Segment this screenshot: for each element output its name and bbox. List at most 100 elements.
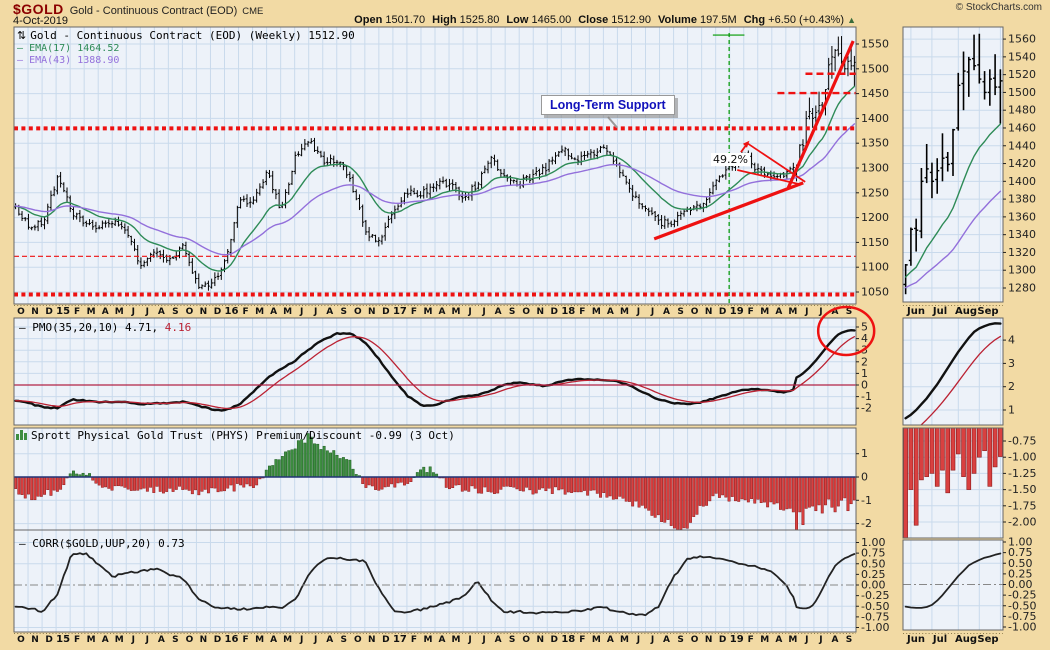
line-swatch-icon: —	[19, 321, 26, 334]
svg-text:S: S	[846, 635, 852, 645]
svg-text:1250: 1250	[861, 186, 889, 199]
svg-text:-2: -2	[861, 517, 872, 530]
svg-text:-1.00: -1.00	[1008, 621, 1036, 634]
svg-text:Aug: Aug	[955, 306, 977, 317]
svg-text:N: N	[368, 307, 376, 317]
svg-text:J: J	[650, 307, 654, 317]
svg-text:O: O	[691, 307, 699, 317]
svg-text:M: M	[592, 635, 601, 645]
pmo-signal-value: 4.16	[164, 321, 192, 334]
corr-legend: — CORR($GOLD,UUP,20) 0.73	[19, 537, 185, 550]
svg-text:A: A	[607, 307, 614, 317]
svg-text:4: 4	[1008, 334, 1015, 347]
svg-text:1420: 1420	[1008, 157, 1036, 170]
svg-text:S: S	[509, 635, 515, 645]
svg-text:O: O	[522, 635, 530, 645]
svg-text:J: J	[299, 635, 303, 645]
svg-text:J: J	[145, 635, 149, 645]
svg-text:J: J	[313, 307, 317, 317]
low-pair: Low 1465.00	[506, 14, 571, 26]
svg-text:J: J	[650, 635, 654, 645]
volume-label: Volume	[658, 14, 697, 26]
svg-text:1: 1	[1008, 404, 1015, 417]
svg-text:Aug: Aug	[955, 634, 977, 645]
svg-text:S: S	[341, 635, 347, 645]
svg-text:M: M	[115, 635, 124, 645]
svg-text:J: J	[636, 307, 640, 317]
svg-text:O: O	[186, 307, 194, 317]
svg-text:F: F	[242, 635, 248, 645]
svg-text:J: J	[481, 635, 485, 645]
svg-text:1550: 1550	[861, 38, 889, 51]
svg-text:19: 19	[730, 306, 744, 317]
svg-text:N: N	[200, 307, 208, 317]
svg-text:1320: 1320	[1008, 246, 1036, 259]
svg-text:3: 3	[1008, 357, 1015, 370]
svg-text:0.50: 0.50	[1008, 557, 1033, 570]
line-swatch-icon: —	[19, 537, 26, 550]
svg-text:1350: 1350	[861, 137, 889, 150]
svg-text:J: J	[481, 307, 485, 317]
svg-text:J: J	[131, 307, 135, 317]
quote-summary: Open 1501.70 High 1525.80 Low 1465.00 Cl…	[354, 14, 856, 26]
svg-text:D: D	[382, 635, 389, 645]
svg-text:N: N	[705, 635, 713, 645]
svg-text:15: 15	[56, 306, 70, 317]
svg-text:F: F	[579, 635, 585, 645]
phys-legend: Sprott Physical Gold Trust (PHYS) Premiu…	[16, 429, 455, 443]
svg-text:M: M	[760, 635, 769, 645]
svg-text:F: F	[74, 307, 80, 317]
svg-text:A: A	[270, 635, 277, 645]
svg-text:M: M	[760, 307, 769, 317]
svg-text:D: D	[719, 307, 726, 317]
svg-text:O: O	[691, 635, 699, 645]
close-label: Close	[578, 14, 609, 26]
svg-text:1200: 1200	[861, 211, 889, 224]
svg-text:N: N	[705, 307, 713, 317]
high-pair: High 1525.80	[432, 14, 499, 26]
svg-text:1480: 1480	[1008, 104, 1036, 117]
svg-text:-0.75: -0.75	[1008, 435, 1036, 448]
volume-pair: Volume 197.5M	[658, 14, 737, 26]
svg-text:0.50: 0.50	[861, 557, 886, 570]
svg-text:J: J	[299, 307, 303, 317]
svg-text:-0.50: -0.50	[861, 600, 889, 613]
ema43-legend: — EMA(43) 1388.90	[17, 55, 119, 66]
svg-text:M: M	[788, 307, 797, 317]
svg-text:D: D	[45, 307, 52, 317]
svg-text:A: A	[102, 635, 109, 645]
svg-text:0.75: 0.75	[1008, 546, 1033, 559]
svg-text:S: S	[509, 307, 515, 317]
svg-text:F: F	[579, 307, 585, 317]
svg-text:J: J	[804, 307, 808, 317]
svg-text:A: A	[158, 307, 165, 317]
svg-text:O: O	[17, 307, 25, 317]
phys-label: Sprott Physical Gold Trust (PHYS) Premiu…	[31, 429, 455, 442]
svg-text:1: 1	[861, 367, 868, 380]
svg-text:16: 16	[225, 634, 239, 645]
chg-up-icon: ▲	[847, 15, 856, 25]
svg-text:19: 19	[730, 634, 744, 645]
symbol: $GOLD	[13, 1, 64, 17]
svg-text:O: O	[186, 635, 194, 645]
svg-text:S: S	[677, 635, 683, 645]
svg-text:0.00: 0.00	[1008, 578, 1033, 591]
close-pair: Close 1512.90	[578, 14, 651, 26]
ohlc-style-icon: ⇅	[17, 29, 27, 42]
svg-text:M: M	[620, 307, 629, 317]
svg-text:Sep: Sep	[977, 306, 998, 317]
svg-text:M: M	[87, 307, 96, 317]
svg-text:D: D	[382, 307, 389, 317]
chg-value: +6.50 (+0.43%)	[768, 14, 845, 26]
svg-text:N: N	[200, 635, 208, 645]
svg-text:A: A	[775, 635, 782, 645]
svg-text:M: M	[452, 307, 461, 317]
svg-text:J: J	[467, 307, 471, 317]
svg-text:1050: 1050	[861, 286, 889, 299]
svg-text:1400: 1400	[861, 112, 889, 125]
svg-text:D: D	[719, 635, 726, 645]
svg-text:M: M	[592, 307, 601, 317]
svg-text:-1.75: -1.75	[1008, 499, 1036, 512]
corr-label: CORR($GOLD,UUP,20) 0.73	[32, 537, 185, 550]
